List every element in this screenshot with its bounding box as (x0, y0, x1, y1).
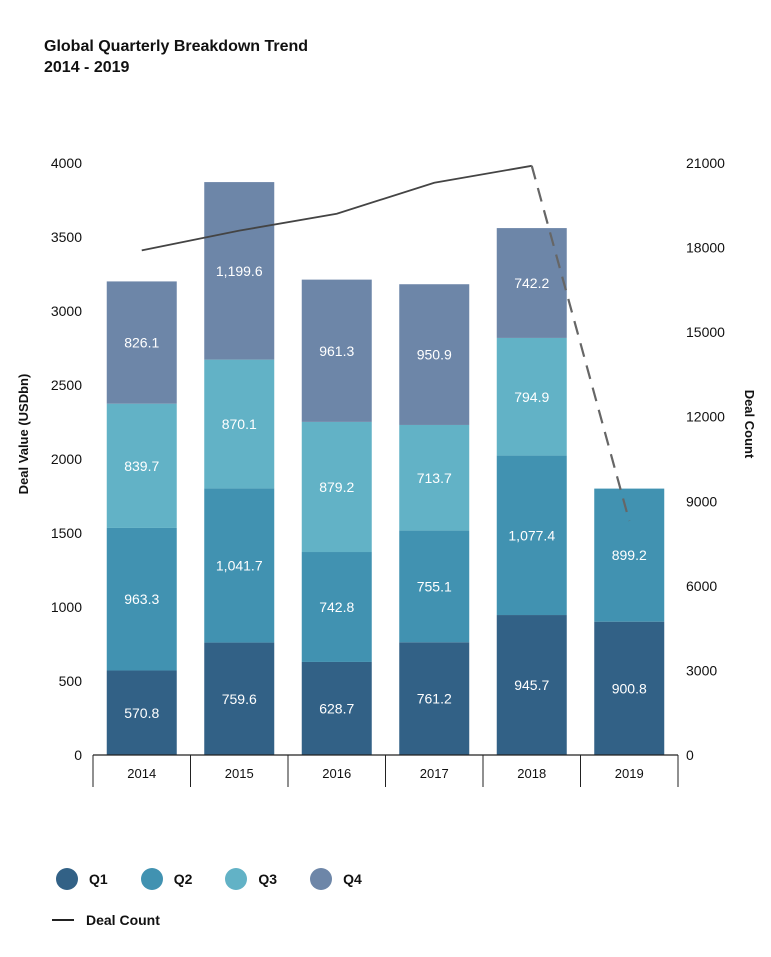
data-label-q2-2016: 742.8 (319, 599, 354, 615)
bar-q2-2019 (594, 488, 665, 622)
legend-label-q4: Q4 (343, 871, 362, 887)
data-label-q4-2016: 961.3 (319, 343, 354, 359)
bar-q4-2015 (204, 182, 275, 360)
deal-count-line-dashed (530, 165, 631, 522)
deal-count-line (141, 164, 532, 252)
y2-tick-label: 9000 (686, 493, 717, 509)
data-label-q3-2017: 713.7 (417, 470, 452, 486)
bar-q4-2016 (301, 279, 372, 422)
y-tick-label: 2500 (51, 377, 82, 393)
y-tick-label: 0 (74, 747, 82, 763)
legend-swatch-q3 (225, 868, 248, 890)
y2-tick-label: 6000 (686, 578, 717, 594)
data-label-q3-2015: 870.1 (222, 416, 257, 432)
chart-subtitle: 2014 - 2019 (44, 59, 130, 76)
bar-q1-2014 (106, 670, 177, 755)
data-label-q4-2018: 742.2 (514, 275, 549, 291)
y2-axis-title: Deal Count (742, 390, 757, 459)
x-tick-label-2015: 2015 (225, 766, 254, 781)
y-axis-title: Deal Value (USDbn) (16, 374, 31, 495)
x-tick-label-2014: 2014 (127, 766, 156, 781)
x-tick-label-2016: 2016 (322, 766, 351, 781)
bar-q1-2019 (594, 621, 665, 755)
bar-q3-2015 (204, 359, 275, 489)
data-label-q3-2014: 839.7 (124, 458, 159, 474)
y2-tick-label: 21000 (686, 155, 725, 171)
legend-label-q3: Q3 (258, 871, 278, 887)
data-label-q2-2019: 899.2 (612, 547, 647, 563)
data-label-q1-2014: 570.8 (124, 705, 159, 721)
y2-tick-label: 12000 (686, 409, 725, 425)
x-tick-label-2019: 2019 (615, 766, 644, 781)
legend-swatch-q2 (140, 868, 163, 890)
data-label-q1-2015: 759.6 (222, 691, 257, 707)
bar-q4-2018 (496, 228, 567, 338)
x-tick-label-2018: 2018 (517, 766, 546, 781)
data-label-q4-2015: 1,199.6 (216, 263, 263, 279)
legend-label-q2: Q2 (173, 871, 193, 887)
legend-item-q3: Q3 (225, 868, 277, 890)
bar-q2-2015 (204, 488, 275, 643)
legend-label-q1: Q1 (89, 871, 108, 887)
data-label-q2-2015: 1,041.7 (216, 557, 263, 573)
y-tick-label: 2000 (51, 451, 82, 467)
y-tick-label: 3000 (51, 303, 82, 319)
data-label-q3-2018: 794.9 (514, 389, 549, 405)
bar-q1-2015 (204, 642, 275, 755)
bar-q2-2016 (301, 552, 372, 662)
data-label-q1-2018: 945.7 (514, 677, 549, 693)
y2-tick-label: 3000 (686, 662, 717, 678)
data-label-q2-2018: 1,077.4 (508, 527, 555, 543)
legend-swatch-q1 (56, 868, 78, 890)
data-label-q1-2017: 761.2 (417, 691, 452, 707)
bar-q3-2014 (106, 403, 177, 528)
x-tick-label-2017: 2017 (420, 766, 449, 781)
legend-line-item: Deal Count (52, 912, 160, 928)
y-tick-label: 3500 (51, 229, 82, 245)
legend-line-swatch (52, 919, 74, 921)
legend-label-deal-count: Deal Count (86, 912, 160, 928)
bar-q3-2018 (496, 337, 567, 456)
legend-item-q4: Q4 (310, 868, 362, 890)
bar-q3-2016 (301, 421, 372, 553)
bar-q2-2018 (496, 455, 567, 616)
bar-q3-2017 (399, 424, 470, 531)
data-label-q3-2016: 879.2 (319, 479, 354, 495)
data-label-q1-2016: 628.7 (319, 700, 354, 716)
legend: Q1 Q2 Q3 Q4 (56, 868, 395, 890)
bar-q1-2016 (301, 661, 372, 755)
bar-q2-2017 (399, 530, 470, 643)
bar-q4-2014 (106, 281, 177, 404)
legend-item-q2: Q2 (140, 868, 193, 890)
y2-tick-label: 18000 (686, 240, 725, 256)
chart-title-block: Global Quarterly Breakdown Trend 2014 - … (44, 36, 308, 78)
bar-q4-2017 (399, 284, 470, 425)
bar-q1-2017 (399, 642, 470, 755)
legend-item-q1: Q1 (56, 868, 108, 890)
y-tick-label: 4000 (51, 155, 82, 171)
legend-swatch-q4 (310, 868, 333, 890)
y2-tick-label: 15000 (686, 324, 725, 340)
y-tick-label: 1000 (51, 599, 82, 615)
bar-q2-2014 (106, 527, 177, 671)
data-label-q1-2019: 900.8 (612, 680, 647, 696)
y2-tick-label: 0 (686, 747, 694, 763)
data-label-q2-2017: 755.1 (417, 578, 452, 594)
data-label-q4-2017: 950.9 (417, 347, 452, 363)
y-tick-label: 1500 (51, 525, 82, 541)
data-label-q2-2014: 963.3 (124, 591, 159, 607)
bar-q1-2018 (496, 615, 567, 755)
y-tick-label: 500 (59, 673, 83, 689)
data-label-q4-2014: 826.1 (124, 335, 159, 351)
chart-title: Global Quarterly Breakdown Trend (44, 38, 309, 55)
